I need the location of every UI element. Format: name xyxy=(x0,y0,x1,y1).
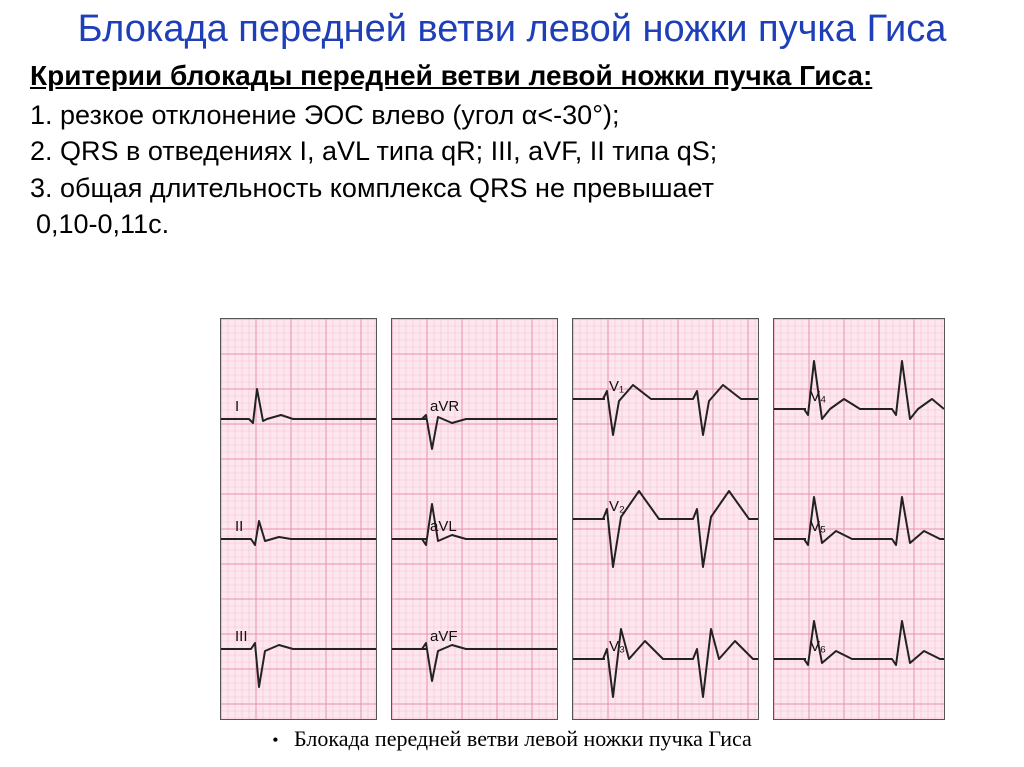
lead-label: I xyxy=(235,398,239,415)
ecg-svg: V₁ V₂ V₃ xyxy=(573,319,758,719)
criteria-item: 2. QRS в отведениях I, aVL типа qR; III,… xyxy=(30,133,994,169)
lead-label: V₅ xyxy=(810,518,826,535)
ecg-panel-2: aVR aVL aVF xyxy=(391,318,558,720)
caption-text: Блокада передней ветви левой ножки пучка… xyxy=(294,726,752,751)
criteria-heading: Критерии блокады передней ветви левой но… xyxy=(30,58,994,93)
criteria-list: 1. резкое отклонение ЭОС влево (угол α<-… xyxy=(30,97,994,206)
ecg-panel-4: V₄ V₅ V₆ xyxy=(773,318,945,720)
ecg-svg: V₄ V₅ V₆ xyxy=(774,319,944,719)
figure-caption: • Блокада передней ветви левой ножки пуч… xyxy=(0,726,1024,752)
ecg-panel-1: IIIIII xyxy=(220,318,377,720)
lead-label: aVR xyxy=(430,398,459,415)
lead-label: aVF xyxy=(430,628,458,645)
lead-label: aVL xyxy=(430,518,457,535)
ecg-svg: aVR aVL aVF xyxy=(392,319,557,719)
bullet-icon: • xyxy=(272,730,278,751)
lead-label: V₄ xyxy=(810,388,826,405)
criteria-item: 1. резкое отклонение ЭОС влево (угол α<-… xyxy=(30,97,994,133)
ecg-figure: IIIIIIaVRaVLaVFV₁V₂V₃V₄V₅V₆ xyxy=(220,318,945,720)
lead-label: V₁ xyxy=(609,378,624,395)
criteria-tail: 0,10-0,11с. xyxy=(30,206,994,242)
criteria-item: 3. общая длительность комплекса QRS не п… xyxy=(30,170,994,206)
ecg-panel-3: V₁ V₂ V₃ xyxy=(572,318,759,720)
lead-label: V₂ xyxy=(609,498,625,515)
lead-label: V₆ xyxy=(810,638,826,655)
lead-label: III xyxy=(235,628,248,645)
lead-label: II xyxy=(235,518,243,535)
ecg-svg: IIIIII xyxy=(221,319,376,719)
lead-label: V₃ xyxy=(609,638,625,655)
slide-title: Блокада передней ветви левой ножки пучка… xyxy=(30,8,994,52)
